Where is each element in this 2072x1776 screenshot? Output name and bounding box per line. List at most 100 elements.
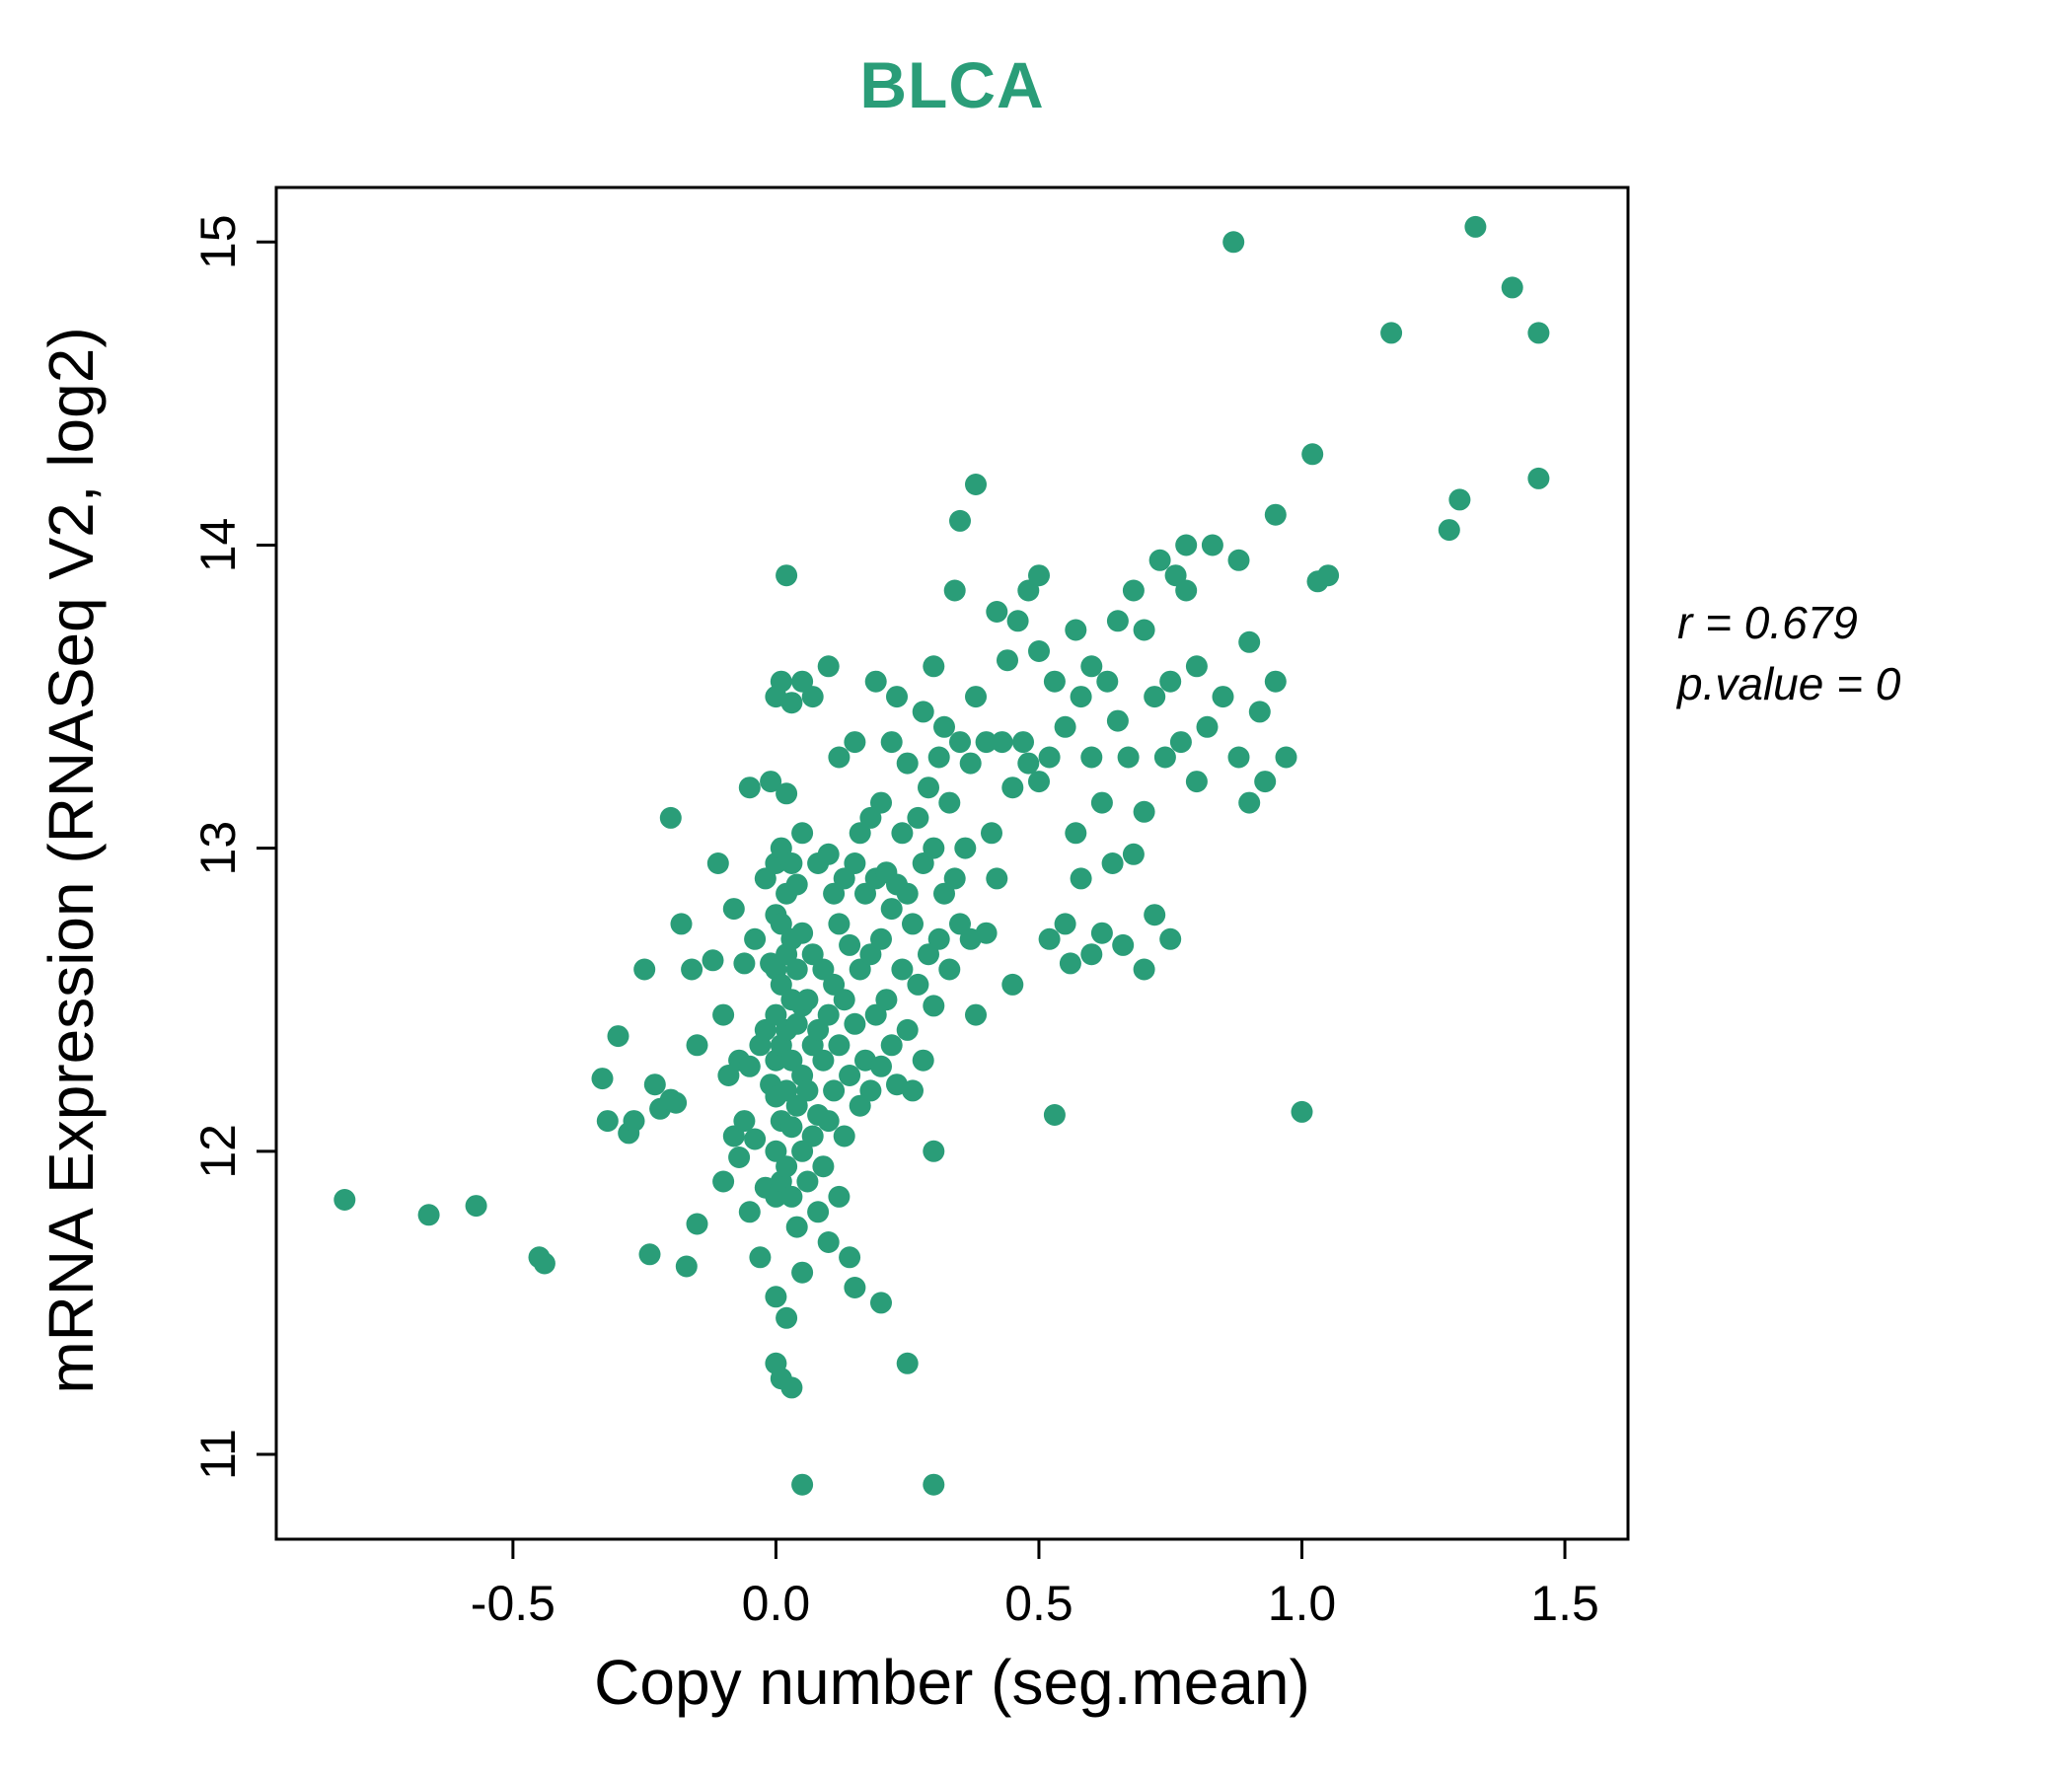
plot-border: [274, 185, 1630, 1541]
data-point: [828, 913, 851, 935]
data-point: [706, 852, 729, 874]
data-point: [1080, 746, 1103, 769]
data-point: [812, 1049, 835, 1072]
data-point: [965, 686, 987, 708]
data-point: [791, 822, 814, 845]
data-point: [828, 1185, 851, 1208]
chart-title: BLCA: [859, 48, 1045, 121]
data-point: [938, 958, 961, 981]
data-point: [1185, 655, 1208, 678]
data-point: [943, 867, 966, 890]
data-point: [986, 601, 1008, 623]
data-point: [785, 873, 808, 896]
data-point: [923, 1140, 945, 1162]
data-point: [933, 715, 955, 738]
data-point: [1106, 709, 1129, 732]
data-point: [1028, 771, 1050, 793]
data-point: [1043, 1104, 1066, 1126]
p-value-text: p.value = 0: [1677, 658, 1901, 709]
data-point: [1080, 655, 1103, 678]
data-point: [1133, 800, 1155, 823]
data-point: [675, 1255, 698, 1278]
data-point: [1448, 488, 1471, 511]
data-point: [1122, 579, 1145, 602]
data-point: [907, 973, 929, 996]
data-point: [686, 1034, 708, 1057]
data-point: [918, 777, 939, 799]
data-point: [776, 1155, 798, 1178]
data-point: [791, 1261, 814, 1284]
data-point: [833, 989, 855, 1011]
data-point: [844, 1277, 866, 1298]
data-point: [849, 822, 871, 845]
data-point: [712, 1170, 735, 1193]
data-point: [659, 806, 682, 829]
data-point: [1070, 686, 1092, 708]
y-axis-label: mRNA Expression (RNASeq V2, log2): [36, 327, 107, 1394]
data-point: [1291, 1100, 1313, 1123]
data-point: [807, 1018, 830, 1041]
data-point: [770, 913, 792, 935]
data-point: [839, 933, 861, 956]
data-point: [891, 822, 914, 845]
data-point: [749, 1246, 772, 1269]
x-tick-label: -0.5: [471, 1576, 555, 1631]
data-point: [1038, 927, 1061, 950]
data-point: [1096, 670, 1119, 693]
data-point: [902, 913, 924, 935]
r-value-text: r = 0.679: [1677, 597, 1858, 648]
data-point: [823, 973, 846, 996]
data-point: [1527, 322, 1550, 344]
x-tick-label: 0.0: [742, 1576, 811, 1631]
data-point: [864, 1003, 887, 1026]
data-point: [738, 777, 761, 799]
data-point: [780, 1185, 803, 1208]
data-points: [333, 215, 1550, 1496]
data-point: [1001, 777, 1024, 799]
data-point: [765, 1140, 787, 1162]
data-point: [870, 1292, 892, 1314]
data-point: [844, 731, 866, 754]
data-point: [765, 1286, 787, 1308]
y-tick-label: 13: [190, 821, 246, 876]
data-point: [1106, 610, 1129, 632]
data-point: [796, 989, 819, 1011]
data-point: [791, 1473, 814, 1496]
data-point: [754, 867, 777, 890]
data-point: [1159, 927, 1182, 950]
data-point: [1017, 752, 1040, 775]
data-point: [954, 837, 977, 859]
data-point: [1264, 503, 1287, 526]
data-point: [1227, 549, 1250, 571]
data-point: [896, 1018, 919, 1041]
data-point: [1028, 640, 1050, 662]
data-point: [1133, 958, 1155, 981]
data-point: [839, 1246, 861, 1269]
data-point: [991, 731, 1013, 754]
data-point: [1201, 534, 1223, 556]
data-point: [981, 822, 1002, 845]
data-point: [643, 1073, 666, 1096]
data-point: [1254, 771, 1277, 793]
data-point: [870, 1055, 892, 1077]
correlation-annotation: r = 0.679 p.value = 0: [1677, 592, 1900, 714]
data-point: [1144, 904, 1166, 926]
y-tick-label: 14: [190, 518, 246, 573]
y-tick-label: 11: [190, 1429, 246, 1480]
data-point: [770, 973, 792, 996]
data-point: [927, 927, 950, 950]
data-point: [744, 927, 767, 950]
data-point: [1148, 549, 1171, 571]
data-point: [1275, 746, 1297, 769]
data-point: [702, 949, 724, 972]
data-point: [417, 1204, 440, 1226]
data-point: [896, 752, 919, 775]
data-point: [1059, 952, 1081, 975]
data-point: [859, 806, 882, 829]
data-point: [465, 1195, 487, 1218]
data-point: [943, 579, 966, 602]
data-point: [1054, 913, 1076, 935]
data-point: [776, 782, 798, 805]
data-point: [712, 1003, 735, 1026]
